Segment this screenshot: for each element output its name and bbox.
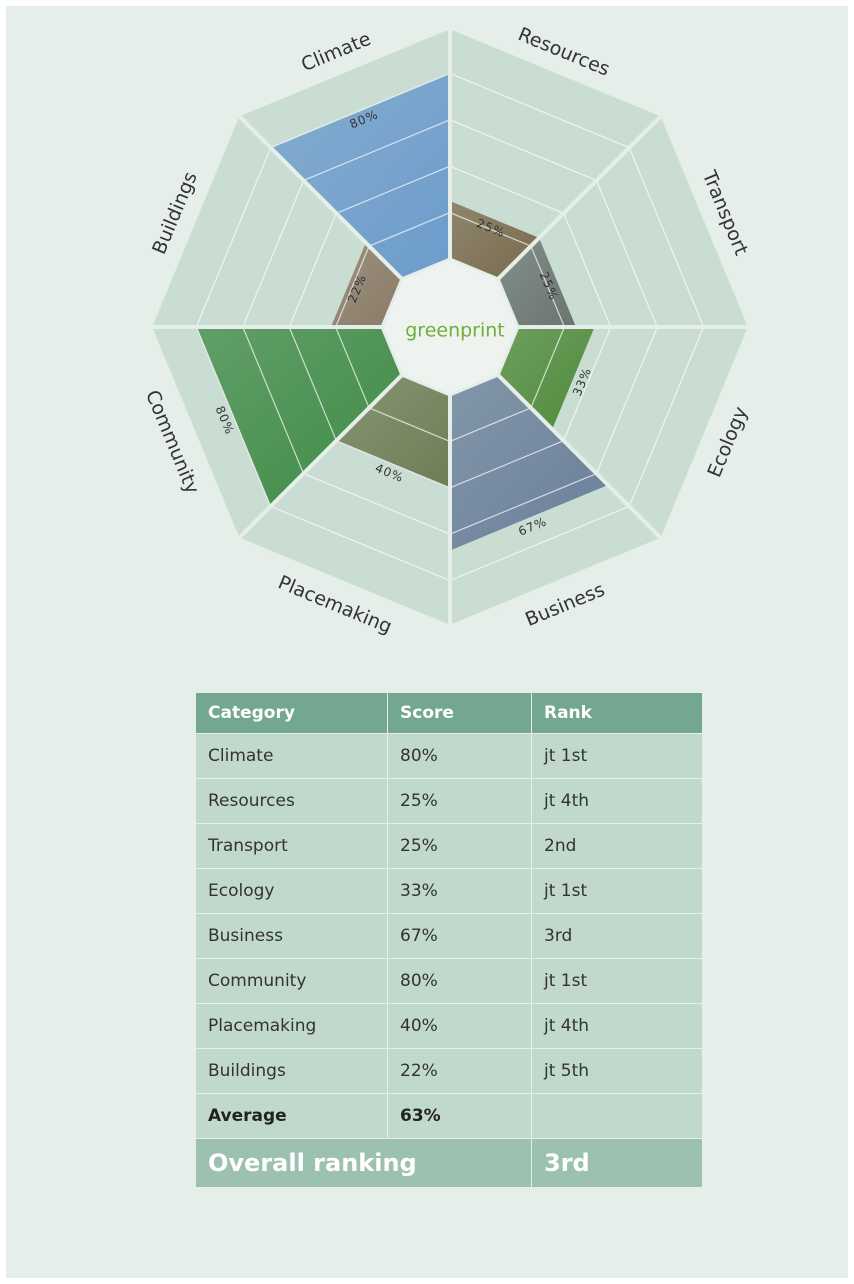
cell: Average [196,1094,388,1139]
page: Climate80%Resources25%Transport25%Ecolog… [0,0,854,1284]
cell: 40% [388,1004,532,1049]
cell: Climate [196,734,388,779]
cell: 80% [388,734,532,779]
cell: 80% [388,959,532,1004]
cell: jt 4th [532,779,703,824]
header-cell: Category [196,693,388,734]
cell: jt 4th [532,1004,703,1049]
cell: 3rd [532,1139,703,1188]
chart: Climate80%Resources25%Transport25%Ecolog… [0,0,854,680]
cell: 25% [388,824,532,869]
cell: Overall ranking [196,1139,532,1188]
average-row: Average 63% [196,1094,703,1139]
header-cell: Rank [532,693,703,734]
cell: jt 1st [532,869,703,914]
header-row: Category Score Rank [196,693,703,734]
overall-row: Overall ranking 3rd [196,1139,703,1188]
cell: 63% [388,1094,532,1139]
cell: jt 5th [532,1049,703,1094]
cell: 67% [388,914,532,959]
cell: jt 1st [532,959,703,1004]
cell: Resources [196,779,388,824]
cell: 2nd [532,824,703,869]
cell: 33% [388,869,532,914]
cell: Placemaking [196,1004,388,1049]
cell: Community [196,959,388,1004]
cell: Buildings [196,1049,388,1094]
cell: 22% [388,1049,532,1094]
cell: Business [196,914,388,959]
cell: 3rd [532,914,703,959]
cell: jt 1st [532,734,703,779]
cell [532,1094,703,1139]
cell: 25% [388,779,532,824]
header-cell: Score [388,693,532,734]
logo: greenprint [405,320,505,342]
cell: Ecology [196,869,388,914]
cell: Transport [196,824,388,869]
